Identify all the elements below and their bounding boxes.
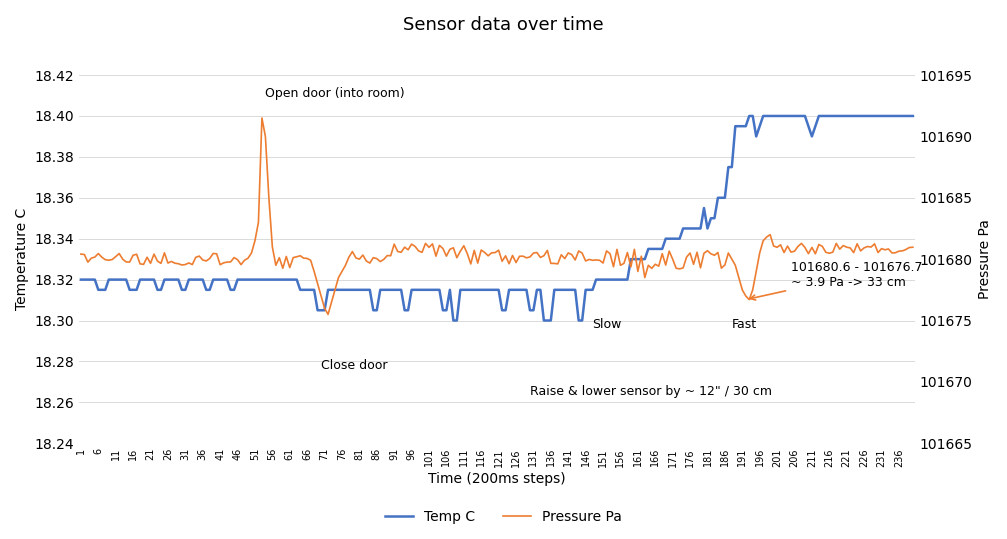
Y-axis label: Pressure Pa: Pressure Pa	[978, 219, 992, 299]
Text: Sensor data over time: Sensor data over time	[403, 16, 604, 34]
Temp C	[356, 287, 369, 293]
Temp C	[75, 277, 87, 283]
Pressure Pa	[322, 311, 334, 317]
Text: Slow: Slow	[592, 317, 622, 331]
Text: 101680.6 - 101676.7
~ 3.9 Pa -> 33 cm: 101680.6 - 101676.7 ~ 3.9 Pa -> 33 cm	[750, 261, 922, 300]
Pressure Pa	[631, 268, 643, 275]
Pressure Pa	[855, 248, 867, 254]
Y-axis label: Temperature C: Temperature C	[15, 208, 29, 310]
Temp C	[447, 317, 459, 324]
Text: Open door (into room): Open door (into room)	[266, 87, 405, 100]
Temp C	[628, 256, 640, 262]
Pressure Pa	[110, 253, 122, 260]
Pressure Pa	[906, 244, 918, 251]
Pressure Pa	[207, 250, 220, 257]
Temp C	[207, 277, 220, 283]
Line: Temp C: Temp C	[81, 116, 912, 321]
Pressure Pa	[364, 260, 376, 266]
Text: Fast: Fast	[732, 317, 757, 331]
Pressure Pa	[131, 251, 143, 258]
Temp C	[855, 113, 867, 119]
Line: Pressure Pa: Pressure Pa	[81, 118, 912, 314]
Pressure Pa	[256, 115, 268, 121]
Temp C	[743, 113, 755, 119]
Text: Raise & lower sensor by ~ 12" / 30 cm: Raise & lower sensor by ~ 12" / 30 cm	[530, 385, 772, 398]
Temp C	[906, 113, 918, 119]
Pressure Pa	[75, 251, 87, 257]
Legend: Temp C, Pressure Pa: Temp C, Pressure Pa	[380, 505, 627, 529]
Temp C	[110, 277, 122, 283]
Temp C	[131, 287, 143, 293]
X-axis label: Time (200ms steps): Time (200ms steps)	[428, 472, 566, 486]
Text: Close door: Close door	[321, 358, 388, 371]
